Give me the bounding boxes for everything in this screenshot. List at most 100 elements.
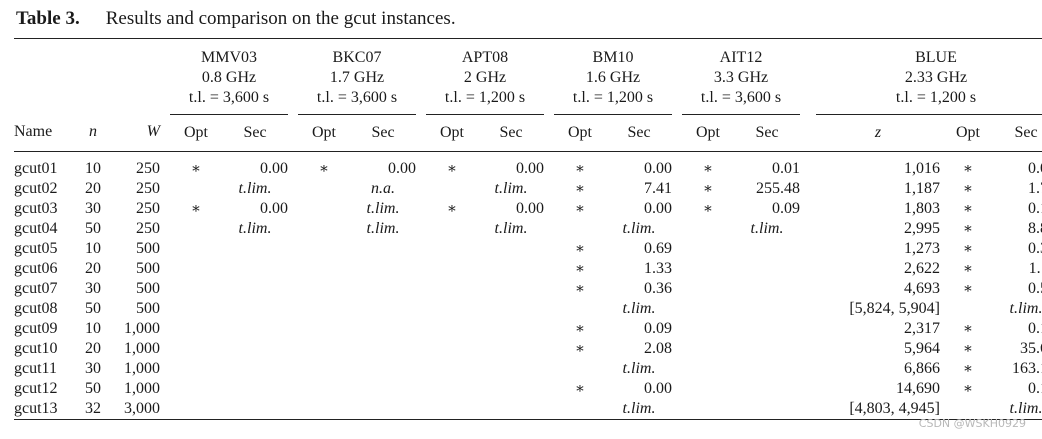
header-rule xyxy=(14,150,1042,153)
col-header-sec: Sec xyxy=(499,123,523,141)
cell-opt xyxy=(170,339,222,359)
cell-sec: 0.30 xyxy=(1028,239,1042,257)
cell-opt xyxy=(682,299,734,319)
cell-opt xyxy=(298,299,350,319)
cell-w: 1,000 xyxy=(124,379,160,397)
cell-sec xyxy=(350,399,416,420)
cell-opt xyxy=(170,359,222,379)
cell-z: 5,964 xyxy=(904,339,940,357)
cell-sec xyxy=(222,239,288,259)
cell-opt: ∗ xyxy=(962,320,974,337)
cell-opt xyxy=(940,299,996,319)
cell-sec: 35.63 xyxy=(1020,339,1042,357)
cell-opt xyxy=(170,179,222,199)
group-speed: 1.7 GHz xyxy=(329,69,385,86)
cell-opt: ∗ xyxy=(962,280,974,297)
table-head: MMV03 0.8 GHz t.l. = 3,600 s BKC07 1.7 G… xyxy=(14,38,1042,153)
cell-opt: ∗ xyxy=(574,280,586,297)
cell-sec: t.lim. xyxy=(366,219,400,237)
cell-opt xyxy=(940,399,996,420)
cell-opt xyxy=(426,399,478,420)
col-header-opt: Opt xyxy=(184,123,208,141)
col-header-opt: Opt xyxy=(696,123,720,141)
cell-z: 2,317 xyxy=(904,319,940,337)
group-header-blue: BLUE 2.33 GHz t.l. = 1,200 s xyxy=(816,40,1042,108)
cell-opt: ∗ xyxy=(962,340,974,357)
table-row: gcut01 10 250 ∗ 0.00 ∗ 0.00 ∗ 0.00 ∗ 0.00 ∗ 0.01 1,01… xyxy=(14,153,1042,179)
cell-opt xyxy=(682,319,734,339)
group-time-limit: t.l. = 3,600 s xyxy=(700,89,782,106)
col-header-z: z xyxy=(874,123,882,141)
cell-z: 4,693 xyxy=(904,279,940,297)
cell-opt: ∗ xyxy=(962,200,974,217)
cell-sec: 0.19 xyxy=(1028,379,1042,397)
results-table: MMV03 0.8 GHz t.l. = 3,600 s BKC07 1.7 G… xyxy=(14,38,1042,421)
cell-opt xyxy=(170,219,222,239)
cell-sec: t.lim. xyxy=(238,219,272,237)
group-name: BKC07 xyxy=(332,49,382,66)
cell-opt xyxy=(682,339,734,359)
cell-sec xyxy=(734,299,800,319)
cell-sec xyxy=(350,379,416,399)
group-time-limit: t.l. = 1,200 s xyxy=(572,89,654,106)
cell-sec xyxy=(734,399,800,420)
table-row: gcut04 50 250 t.lim. t.lim. t.lim. t.lim. t.lim… xyxy=(14,219,1042,239)
cell-sec xyxy=(478,399,544,420)
cell-sec: t.lim. xyxy=(622,399,656,417)
column-header-row: Name n W Opt Sec Opt Sec Opt Sec Opt Sec… xyxy=(14,114,1042,151)
cell-sec xyxy=(350,359,416,379)
cell-sec: n.a. xyxy=(371,179,395,197)
table-row: gcut06 20 500 ∗ 1.33 2,622 ∗ 1.11 xyxy=(14,259,1042,279)
cell-n: 10 xyxy=(85,319,101,337)
cell-sec xyxy=(734,259,800,279)
cell-name: gcut13 xyxy=(14,399,58,417)
group-speed: 0.8 GHz xyxy=(201,69,257,86)
group-speed: 1.6 GHz xyxy=(585,69,641,86)
cell-sec xyxy=(478,239,544,259)
cell-n: 30 xyxy=(85,199,101,217)
cell-sec xyxy=(478,299,544,319)
cell-sec xyxy=(222,259,288,279)
top-rule xyxy=(14,38,1042,40)
cell-n: 10 xyxy=(85,159,101,177)
cell-sec: 1.33 xyxy=(644,259,672,277)
cell-opt: ∗ xyxy=(574,240,586,257)
cell-sec: 7.41 xyxy=(644,179,672,197)
cell-n: 30 xyxy=(85,279,101,297)
cell-w: 500 xyxy=(136,299,160,317)
cell-opt xyxy=(554,299,606,319)
group-name: MMV03 xyxy=(200,49,257,66)
group-underline xyxy=(554,108,672,115)
cell-sec: 0.00 xyxy=(516,199,544,217)
cell-sec xyxy=(350,239,416,259)
cell-sec: t.lim. xyxy=(622,299,656,317)
cell-opt: ∗ xyxy=(446,160,458,177)
cell-sec xyxy=(222,359,288,379)
cell-opt xyxy=(426,379,478,399)
cell-opt: ∗ xyxy=(446,200,458,217)
cell-name: gcut03 xyxy=(14,199,58,217)
cell-opt: ∗ xyxy=(574,260,586,277)
cell-sec xyxy=(350,339,416,359)
cell-opt xyxy=(682,219,734,239)
cell-sec: 2.08 xyxy=(644,339,672,357)
cell-sec: 0.00 xyxy=(644,199,672,217)
cell-sec xyxy=(734,339,800,359)
cell-opt: ∗ xyxy=(962,180,974,197)
table-caption-text: Results and comparison on the gcut insta… xyxy=(105,8,456,29)
cell-name: gcut08 xyxy=(14,299,58,317)
cell-sec: t.lim. xyxy=(494,219,528,237)
cell-opt: ∗ xyxy=(574,180,586,197)
cell-sec: 0.00 xyxy=(260,159,288,177)
cell-sec xyxy=(222,299,288,319)
cell-name: gcut10 xyxy=(14,339,58,357)
col-header-opt: Opt xyxy=(440,123,464,141)
cell-sec xyxy=(478,339,544,359)
cell-opt xyxy=(682,239,734,259)
cell-name: gcut05 xyxy=(14,239,58,257)
cell-opt xyxy=(426,299,478,319)
col-header-opt: Opt xyxy=(956,123,980,141)
cell-opt xyxy=(298,199,350,219)
cell-n: 32 xyxy=(85,399,101,417)
col-header-w: W xyxy=(146,123,160,141)
